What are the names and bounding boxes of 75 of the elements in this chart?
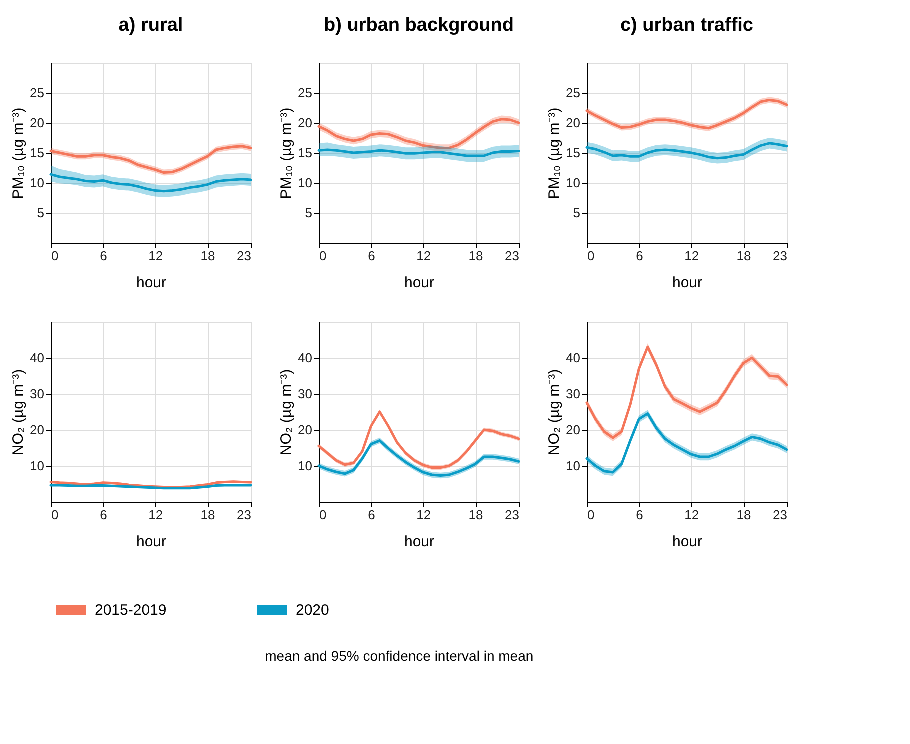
- y-tick-label: 10: [30, 176, 44, 190]
- y-tick-label: 20: [30, 422, 44, 438]
- x-tick-label: 6: [636, 248, 644, 264]
- chart-title: c) urban traffic: [620, 15, 754, 36]
- y-tick-label: 40: [30, 350, 44, 366]
- x-axis-title: hour: [404, 274, 435, 292]
- y-axis-title: NO₂ (µg m⁻³): [10, 369, 28, 456]
- x-tick-label: 18: [736, 508, 752, 522]
- x-tick-label: 23: [773, 248, 788, 264]
- y-tick-label: 15: [30, 146, 44, 160]
- y-tick-label: 15: [298, 146, 312, 160]
- y-tick-label: 10: [298, 176, 312, 190]
- y-tick-label: 20: [298, 422, 312, 438]
- text: mean and 95% confidence interval in mean: [265, 648, 534, 664]
- x-tick-label: 18: [200, 248, 216, 264]
- x-tick-label: 6: [368, 508, 376, 522]
- x-tick-label: 0: [320, 248, 327, 264]
- x-tick-label: 18: [200, 508, 216, 522]
- y-tick-label: 20: [566, 116, 580, 130]
- y-tick-label: 25: [298, 86, 312, 100]
- x-axis-title: hour: [136, 274, 167, 292]
- x-tick-label: 23: [773, 508, 788, 522]
- x-tick-label: 12: [148, 508, 164, 522]
- x-tick-label: 12: [416, 508, 432, 522]
- y-axis-title: NO₂ (µg m⁻³): [546, 369, 564, 456]
- legend-label: 2020: [296, 602, 330, 619]
- x-axis-title: hour: [136, 534, 167, 550]
- y-tick-label: 15: [566, 146, 580, 160]
- x-tick-label: 23: [505, 508, 520, 522]
- y-tick-label: 20: [566, 422, 580, 438]
- y-tick-label: 25: [30, 86, 44, 100]
- x-tick-label: 12: [148, 248, 164, 264]
- y-tick-label: 10: [298, 458, 312, 474]
- x-tick-label: 18: [468, 248, 484, 264]
- x-tick-label: 0: [320, 508, 327, 522]
- y-tick-label: 10: [30, 458, 44, 474]
- y-tick-label: 5: [573, 206, 580, 220]
- y-tick-label: 10: [566, 458, 580, 474]
- x-tick-label: 6: [100, 248, 108, 264]
- x-tick-label: 18: [736, 248, 752, 264]
- y-tick-label: 30: [298, 386, 312, 402]
- y-tick-label: 20: [30, 116, 44, 130]
- x-tick-label: 18: [468, 508, 484, 522]
- x-tick-label: 6: [636, 508, 644, 522]
- y-tick-label: 10: [566, 176, 580, 190]
- y-tick-label: 40: [566, 350, 580, 366]
- x-tick-label: 12: [416, 248, 432, 264]
- y-axis-title: PM₁₀ (µg m⁻³): [546, 108, 564, 200]
- legend-label: 2015-2019: [95, 602, 167, 619]
- x-tick-label: 12: [684, 248, 700, 264]
- y-tick-label: 25: [566, 86, 580, 100]
- x-tick-label: 23: [505, 248, 520, 264]
- x-tick-label: 23: [237, 248, 252, 264]
- y-tick-label: 5: [37, 206, 44, 220]
- x-axis-title: hour: [672, 274, 703, 292]
- x-tick-label: 0: [588, 508, 595, 522]
- x-tick-label: 23: [237, 508, 252, 522]
- y-tick-label: 5: [305, 206, 312, 220]
- x-tick-label: 0: [52, 248, 59, 264]
- x-tick-label: 12: [684, 508, 700, 522]
- y-axis-title: NO₂ (µg m⁻³): [278, 369, 296, 456]
- chart-title: a) rural: [118, 15, 184, 36]
- chart-title: b) urban background: [324, 15, 514, 36]
- x-axis-title: hour: [672, 534, 703, 550]
- y-tick-label: 30: [30, 386, 44, 402]
- x-tick-label: 6: [368, 248, 376, 264]
- x-tick-label: 0: [52, 508, 59, 522]
- x-axis-title: hour: [404, 534, 435, 550]
- x-tick-label: 0: [588, 248, 595, 264]
- y-axis-title: PM₁₀ (µg m⁻³): [278, 108, 296, 200]
- x-tick-label: 6: [100, 508, 108, 522]
- y-tick-label: 30: [566, 386, 580, 402]
- y-tick-label: 40: [298, 350, 312, 366]
- y-tick-label: 20: [298, 116, 312, 130]
- y-axis-title: PM₁₀ (µg m⁻³): [10, 108, 28, 200]
